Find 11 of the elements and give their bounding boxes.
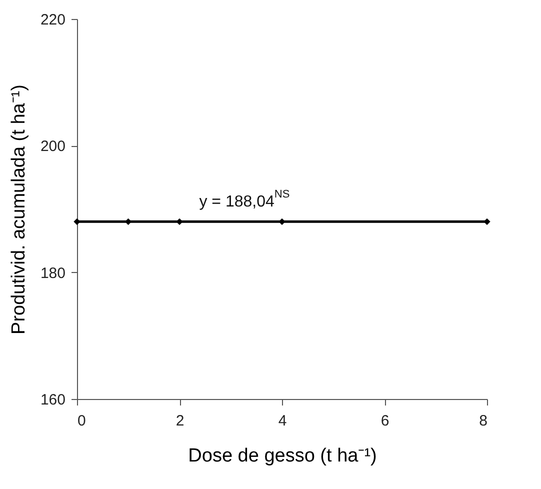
x-tick-label: 0 xyxy=(78,412,86,430)
y-tick-label: 200 xyxy=(40,138,66,156)
y-tick-label: 180 xyxy=(40,264,66,282)
x-tick-label: 2 xyxy=(176,412,184,430)
y-tick-label: 220 xyxy=(40,12,66,28)
y-tick-label: 160 xyxy=(40,392,66,408)
y-axis-title: Produtivid. acumulada (t ha⁻¹) xyxy=(8,84,30,334)
x-axis-title: Dose de gesso (t ha⁻¹) xyxy=(188,446,377,466)
x-tick-label: 8 xyxy=(479,412,488,430)
x-tick-label: 4 xyxy=(278,412,287,430)
x-tick-label: 6 xyxy=(380,412,390,430)
